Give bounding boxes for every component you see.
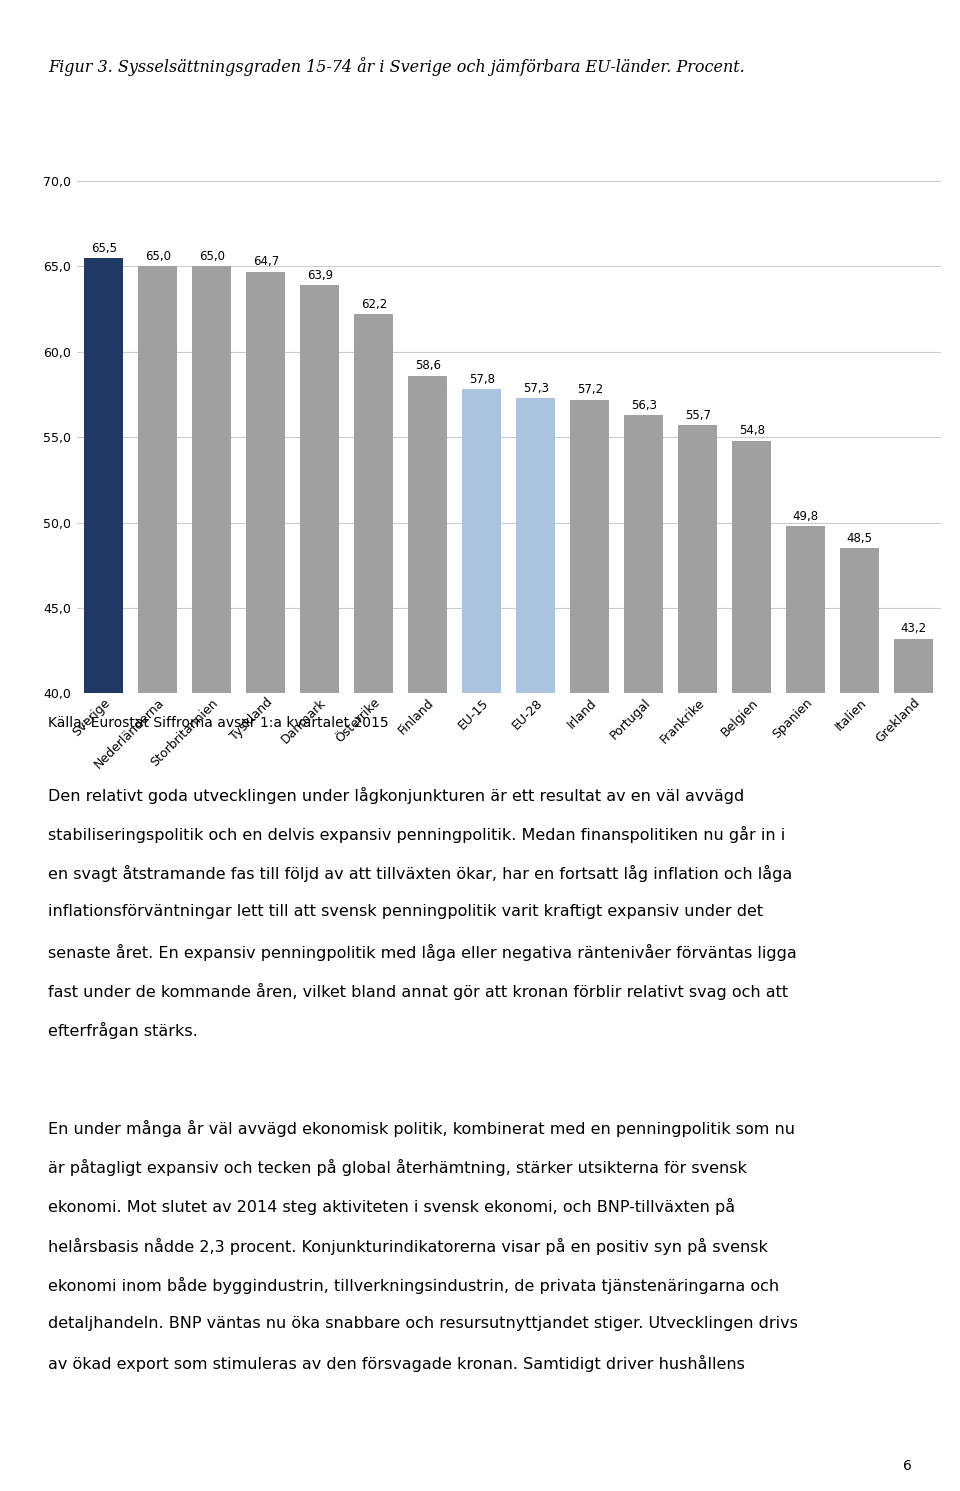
- Text: 48,5: 48,5: [847, 532, 873, 544]
- Text: 65,5: 65,5: [91, 242, 117, 255]
- Text: en svagt åtstramande fas till följd av att tillväxten ökar, har en fortsatt låg : en svagt åtstramande fas till följd av a…: [48, 865, 792, 883]
- Text: fast under de kommande åren, vilket bland annat gör att kronan förblir relativt : fast under de kommande åren, vilket blan…: [48, 983, 788, 999]
- Text: 57,3: 57,3: [523, 382, 549, 395]
- Text: inflationsförväntningar lett till att svensk penningpolitik varit kraftigt expan: inflationsförväntningar lett till att sv…: [48, 905, 763, 920]
- Text: senaste året. En expansiv penningpolitik med låga eller negativa räntenivåer för: senaste året. En expansiv penningpolitik…: [48, 944, 797, 960]
- Text: En under många år väl avvägd ekonomisk politik, kombinerat med en penningpolitik: En under många år väl avvägd ekonomisk p…: [48, 1120, 795, 1138]
- Text: 56,3: 56,3: [631, 398, 657, 412]
- Bar: [354, 315, 394, 1376]
- Text: 54,8: 54,8: [739, 425, 765, 437]
- Text: är påtagligt expansiv och tecken på global återhämtning, stärker utsikterna för : är påtagligt expansiv och tecken på glob…: [48, 1160, 747, 1176]
- Text: 58,6: 58,6: [415, 359, 441, 373]
- Bar: [192, 267, 231, 1376]
- Text: 49,8: 49,8: [793, 510, 819, 522]
- Text: 65,0: 65,0: [145, 250, 171, 262]
- Text: efterfrågan stärks.: efterfrågan stärks.: [48, 1021, 198, 1039]
- Text: 63,9: 63,9: [307, 268, 333, 282]
- Text: av ökad export som stimuleras av den försvagade kronan. Samtidigt driver hushåll: av ökad export som stimuleras av den för…: [48, 1355, 745, 1372]
- Bar: [570, 400, 610, 1376]
- Bar: [84, 258, 123, 1376]
- Text: 6: 6: [903, 1460, 912, 1473]
- Text: ekonomi. Mot slutet av 2014 steg aktiviteten i svensk ekonomi, och BNP-tillväxte: ekonomi. Mot slutet av 2014 steg aktivit…: [48, 1199, 735, 1215]
- Text: detaljhandeln. BNP väntas nu öka snabbare och resursutnyttjandet stiger. Utveckl: detaljhandeln. BNP väntas nu öka snabbar…: [48, 1315, 798, 1330]
- Bar: [463, 389, 501, 1376]
- Bar: [786, 526, 826, 1376]
- Text: 62,2: 62,2: [361, 298, 387, 310]
- Text: 57,2: 57,2: [577, 383, 603, 397]
- Bar: [247, 271, 285, 1376]
- Bar: [300, 285, 339, 1376]
- Bar: [408, 376, 447, 1376]
- Bar: [732, 441, 771, 1376]
- Text: Figur 3. Sysselsättningsgraden 15-74 år i Sverige och jämförbara EU-länder. Proc: Figur 3. Sysselsättningsgraden 15-74 år …: [48, 57, 745, 76]
- Bar: [895, 638, 933, 1376]
- Bar: [624, 414, 663, 1376]
- Text: ekonomi inom både byggindustrin, tillverkningsindustrin, de privata tjänstenärin: ekonomi inom både byggindustrin, tillver…: [48, 1276, 780, 1294]
- Bar: [679, 425, 717, 1376]
- Text: Källa: Eurostat Siffrorna avser 1:a kvartalet 2015: Källa: Eurostat Siffrorna avser 1:a kvar…: [48, 716, 389, 729]
- Text: 65,0: 65,0: [199, 250, 225, 262]
- Bar: [516, 398, 555, 1376]
- Text: 64,7: 64,7: [252, 255, 279, 268]
- Text: helårsbasis nådde 2,3 procent. Konjunkturindikatorerna visar på en positiv syn p: helårsbasis nådde 2,3 procent. Konjunktu…: [48, 1238, 768, 1254]
- Bar: [840, 549, 879, 1376]
- Text: 43,2: 43,2: [900, 622, 926, 635]
- Text: Den relativt goda utvecklingen under lågkonjunkturen är ett resultat av en väl a: Den relativt goda utvecklingen under låg…: [48, 787, 744, 804]
- Bar: [138, 267, 178, 1376]
- Text: 57,8: 57,8: [468, 373, 494, 386]
- Text: stabiliseringspolitik och en delvis expansiv penningpolitik. Medan finanspolitik: stabiliseringspolitik och en delvis expa…: [48, 826, 785, 844]
- Text: 55,7: 55,7: [684, 409, 710, 422]
